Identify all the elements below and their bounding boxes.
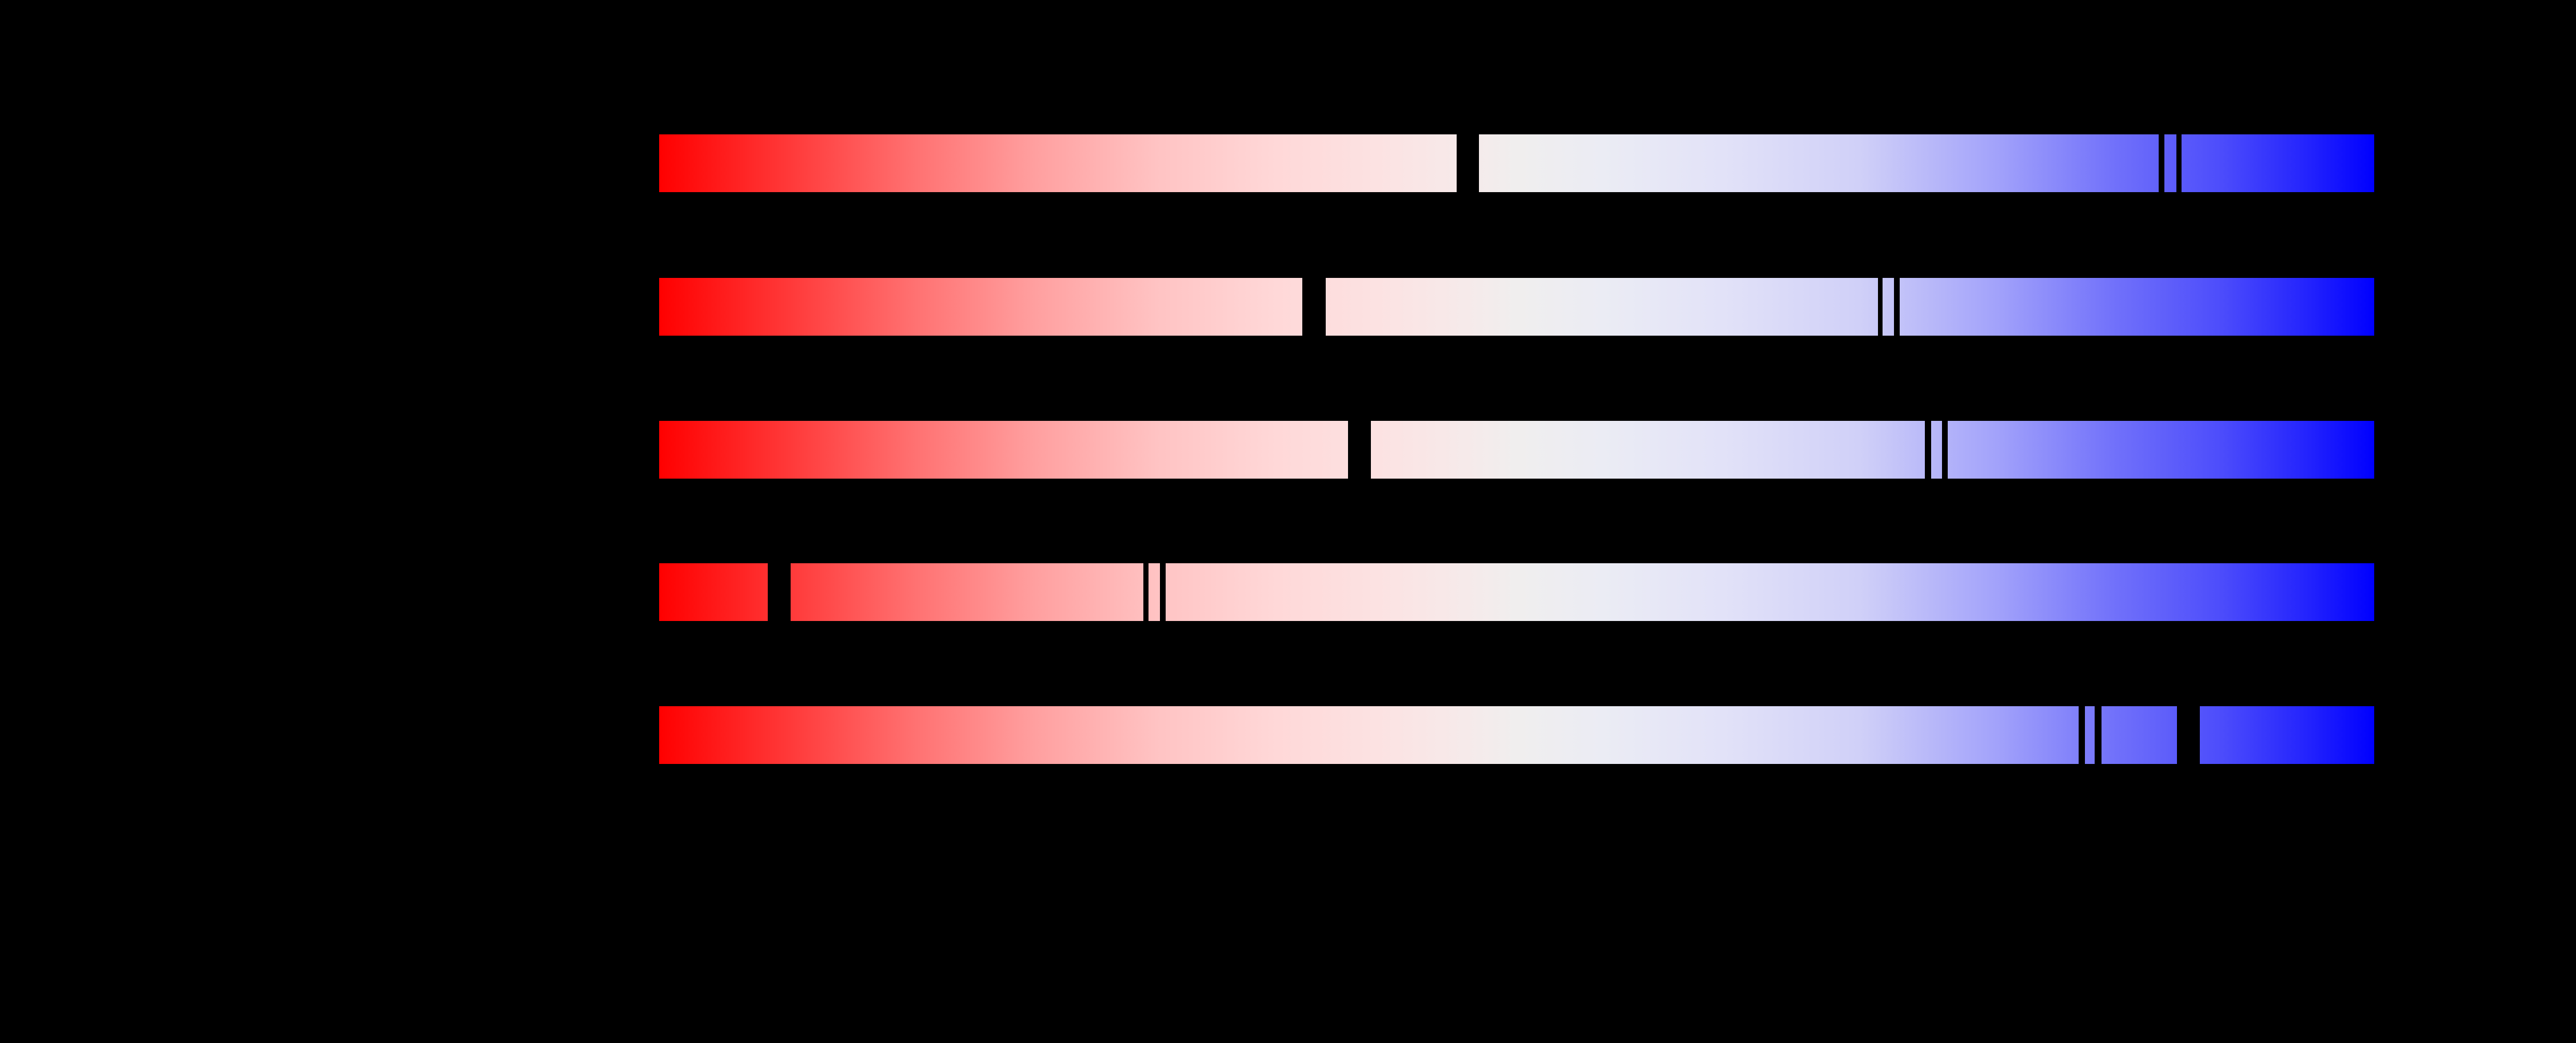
thin-divider-marker <box>1143 563 1149 621</box>
thin-divider-marker <box>1942 421 1948 479</box>
thin-divider-marker <box>2095 706 2102 764</box>
gradient-bar-row-1 <box>659 134 2374 192</box>
thin-divider-marker <box>1878 278 1883 336</box>
thick-divider-marker <box>1302 278 1326 336</box>
gradient-bar-row-2 <box>659 278 2374 336</box>
gradient-bar-row-4 <box>659 563 2374 621</box>
thin-divider-marker <box>2176 134 2182 192</box>
thin-divider-marker <box>1160 563 1166 621</box>
thick-divider-marker <box>768 563 791 621</box>
gradient-bar-row-3 <box>659 421 2374 479</box>
thick-divider-marker <box>2177 706 2200 764</box>
thin-divider-marker <box>2079 706 2085 764</box>
gradient-bar-row-5 <box>659 706 2374 764</box>
thick-divider-marker <box>1457 134 1479 192</box>
thin-divider-marker <box>1925 421 1931 479</box>
thick-divider-marker <box>1348 421 1371 479</box>
thin-divider-marker <box>1894 278 1900 336</box>
thin-divider-marker <box>2159 134 2164 192</box>
